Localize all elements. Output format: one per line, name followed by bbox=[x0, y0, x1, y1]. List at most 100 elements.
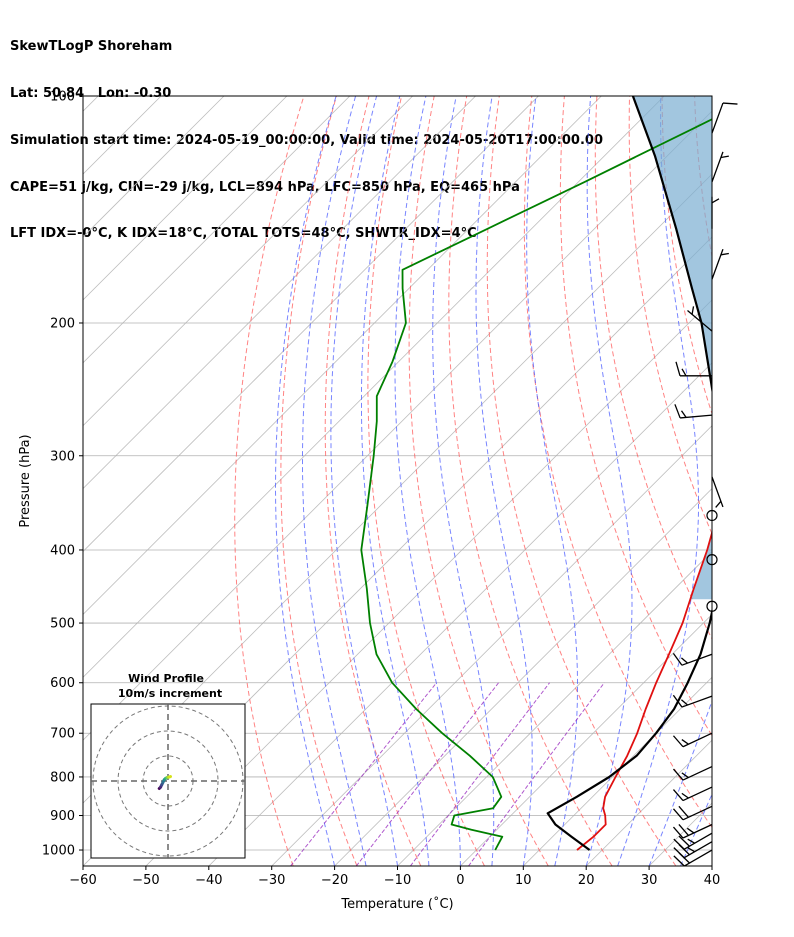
dry-adiabat-line bbox=[367, 96, 485, 866]
wind-barb bbox=[706, 554, 718, 566]
title-location: Lat: 50.84 Lon: -0.30 bbox=[10, 85, 172, 101]
y-tick-label: 300 bbox=[50, 449, 75, 464]
barb-feather bbox=[675, 361, 681, 376]
wind-barb bbox=[711, 151, 729, 183]
barb-feather bbox=[691, 306, 695, 315]
barb-feather bbox=[687, 847, 696, 853]
y-tick-label: 900 bbox=[50, 809, 75, 824]
wind-barb bbox=[673, 841, 713, 859]
dry-adiabat-line bbox=[448, 96, 613, 866]
isotherm-line bbox=[397, 550, 712, 866]
barb-feather bbox=[715, 500, 722, 508]
dry-adiabat-line bbox=[486, 96, 677, 866]
barb-feather bbox=[720, 155, 729, 159]
calm-circle bbox=[706, 554, 718, 566]
calm-circle bbox=[706, 600, 718, 612]
isotherm-line bbox=[83, 96, 602, 615]
moist-adiabat-line bbox=[680, 793, 712, 866]
parcel-path-line bbox=[546, 96, 712, 851]
barb-feather bbox=[680, 410, 687, 418]
x-tick-label: 40 bbox=[704, 873, 721, 888]
dry-adiabat-line bbox=[408, 96, 549, 866]
cape-shading bbox=[632, 96, 712, 600]
y-tick-label: 100 bbox=[50, 90, 75, 105]
wind-barb bbox=[711, 476, 724, 508]
x-tick-label: −40 bbox=[195, 873, 222, 888]
mixing-ratio-line bbox=[468, 682, 605, 866]
y-axis-label: Pressure (hPa) bbox=[18, 434, 33, 527]
barb-shaft bbox=[711, 248, 724, 280]
barb-feather bbox=[680, 699, 688, 706]
x-tick-label: 0 bbox=[456, 873, 464, 888]
x-tick-label: −50 bbox=[132, 873, 159, 888]
barb-feather bbox=[674, 404, 681, 419]
hodograph-trace-segment bbox=[167, 775, 172, 779]
x-tick-label: −20 bbox=[321, 873, 348, 888]
barb-feather bbox=[678, 824, 689, 836]
y-tick-label: 600 bbox=[50, 676, 75, 691]
x-tick-label: −60 bbox=[69, 873, 96, 888]
chart-title-block: SkewTLogP Shoreham Lat: 50.84 Lon: -0.30… bbox=[10, 8, 603, 258]
isotherm-line bbox=[83, 96, 225, 238]
barb-feather bbox=[687, 838, 696, 844]
dry-adiabat-line bbox=[523, 96, 712, 829]
x-tick-label: 30 bbox=[641, 873, 658, 888]
isotherm-line bbox=[145, 299, 712, 866]
dry-adiabat-line bbox=[727, 96, 794, 866]
y-tick-label: 1000 bbox=[42, 844, 75, 859]
barb-feather bbox=[681, 368, 687, 377]
dewpoint-profile-line bbox=[360, 118, 712, 851]
plot-area bbox=[83, 96, 794, 866]
moist-adiabat-line bbox=[361, 96, 430, 866]
title-stability-params: CAPE=51 j/kg, CIN=-29 j/kg, LCL=894 hPa,… bbox=[10, 179, 520, 195]
wind-barbs bbox=[672, 102, 738, 867]
x-tick-label: 10 bbox=[515, 873, 532, 888]
isotherm-line bbox=[83, 110, 712, 741]
wind-barb bbox=[674, 404, 713, 419]
barb-shaft bbox=[682, 786, 713, 802]
wind-barb bbox=[672, 694, 713, 708]
hodograph-title: Wind Profile bbox=[128, 672, 204, 685]
wind-barb bbox=[706, 509, 718, 522]
mixing-ratio-lines bbox=[290, 682, 605, 866]
isotherm-line bbox=[711, 865, 712, 866]
moist-adiabat-line bbox=[432, 96, 495, 866]
barb-shaft bbox=[711, 476, 724, 508]
axes: −60 −50 −40 −30 −20 −10 0 10 20 30 40 100 200 300 400 5… bbox=[18, 90, 720, 913]
wind-barb bbox=[672, 823, 713, 839]
barb-feather bbox=[673, 838, 685, 850]
wind-barb bbox=[711, 102, 738, 134]
isotherm-line bbox=[83, 96, 413, 427]
moist-adiabat-line bbox=[275, 96, 337, 866]
temperature-profile-line bbox=[576, 529, 712, 851]
x-tick-label: −30 bbox=[258, 873, 285, 888]
barb-feather bbox=[686, 827, 695, 834]
barb-feather bbox=[678, 835, 690, 847]
title-station: SkewTLogP Shoreham bbox=[10, 39, 173, 55]
barb-shaft bbox=[681, 695, 713, 708]
hodograph-plot bbox=[91, 704, 245, 858]
wind-barb bbox=[672, 732, 713, 748]
y-tick-label: 500 bbox=[50, 617, 75, 632]
wind-barb bbox=[672, 786, 713, 802]
y-tick-label: 800 bbox=[50, 770, 75, 785]
calm-circle bbox=[706, 509, 718, 522]
x-tick-label: 20 bbox=[578, 873, 595, 888]
barb-feather bbox=[673, 847, 685, 859]
dry-adiabat-line bbox=[280, 96, 358, 866]
barb-feather bbox=[672, 808, 684, 821]
isotherm-line bbox=[334, 488, 712, 866]
wind-barb bbox=[673, 832, 713, 850]
wind-barb bbox=[706, 600, 718, 612]
isotherm-line bbox=[83, 96, 476, 490]
moist-adiabat-line bbox=[711, 864, 712, 866]
dry-adiabat-line bbox=[559, 96, 712, 737]
barb-feather bbox=[711, 198, 720, 204]
moist-adiabat-line bbox=[330, 96, 398, 866]
barb-feather bbox=[672, 789, 684, 801]
barb-feather bbox=[680, 657, 688, 664]
mixing-ratio-line bbox=[290, 682, 437, 866]
barb-feather bbox=[678, 805, 689, 818]
barb-feather bbox=[681, 792, 689, 799]
barb-feather bbox=[672, 768, 684, 781]
